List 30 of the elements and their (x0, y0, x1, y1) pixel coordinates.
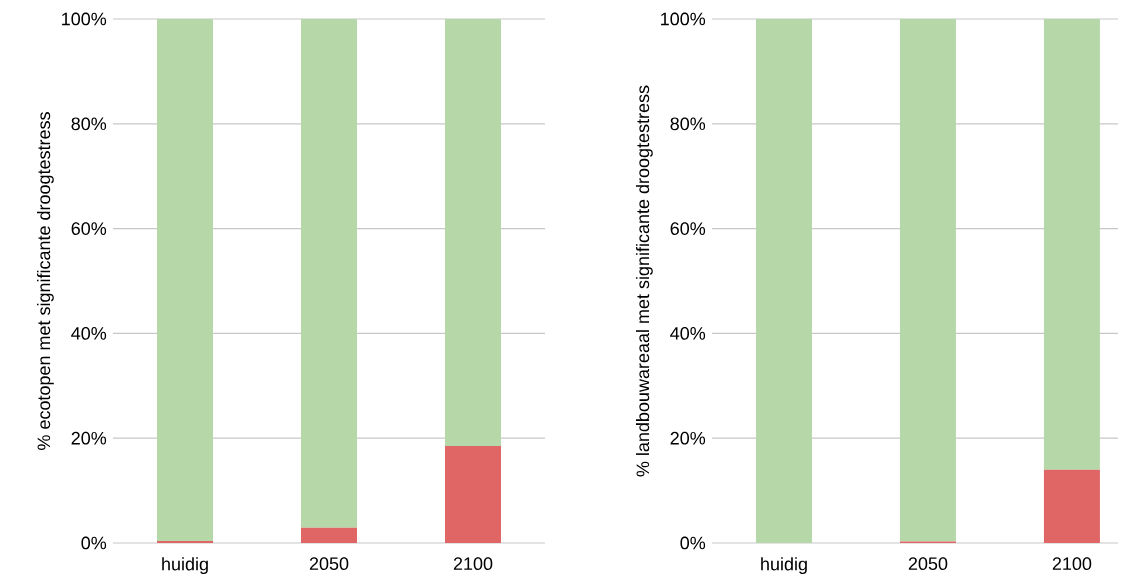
y-tick-label: 100% (661, 12, 706, 26)
y-tick-label: 40% (71, 327, 107, 340)
y-tick-label: 40% (670, 327, 706, 340)
y-tick-label: 80% (670, 117, 706, 131)
y-tick-label: 60% (670, 222, 706, 235)
y-axis-title: % ecotopen met significante droogtestress (36, 112, 54, 450)
y-tick-label: 60% (71, 222, 107, 235)
y-tick-label: 20% (71, 431, 107, 445)
y-tick-label: 80% (71, 117, 107, 131)
x-tick-label: 2050 (309, 557, 349, 570)
bar (301, 527, 358, 543)
bar (1043, 18, 1100, 470)
bar (157, 18, 214, 541)
bar (755, 18, 812, 543)
x-tick-label: huidig (761, 557, 807, 575)
y-tick-label: 0% (680, 536, 706, 550)
bar (899, 18, 956, 542)
y-axis-title: % landbouwareaal met significante droogtestress (635, 85, 653, 477)
x-tick-label: 2050 (908, 557, 948, 570)
x-tick-label: huidig (162, 557, 208, 575)
y-tick-label: 0% (81, 536, 107, 550)
bar (1043, 469, 1100, 543)
bar (301, 18, 358, 528)
bar (157, 540, 214, 543)
y-tick-label: 20% (670, 431, 706, 445)
y-tick-label: 100% (62, 12, 107, 26)
bar (445, 446, 501, 543)
x-tick-label: 2100 (1052, 557, 1092, 570)
bar (445, 18, 501, 447)
x-tick-label: 2100 (453, 557, 493, 570)
